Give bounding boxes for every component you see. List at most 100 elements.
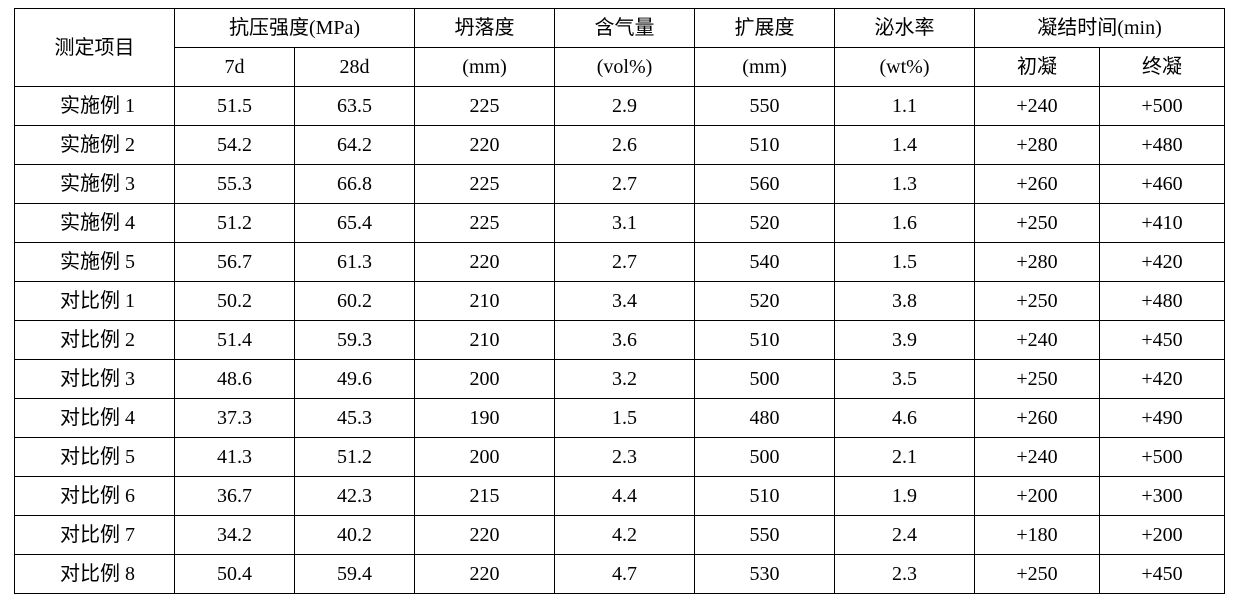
header-row-1: 测定项目 抗压强度(MPa) 坍落度 含气量 扩展度 泌水率 凝结时间(min)	[15, 9, 1225, 48]
table-row: 实施例 254.264.22202.65101.4+280+480	[15, 126, 1225, 165]
cell-spread: 500	[695, 360, 835, 399]
cell-init: +250	[975, 555, 1100, 594]
cell-final: +300	[1100, 477, 1225, 516]
cell-air: 4.2	[555, 516, 695, 555]
col-header-strength: 抗压强度(MPa)	[175, 9, 415, 48]
table-row: 对比例 734.240.22204.25502.4+180+200	[15, 516, 1225, 555]
cell-init: +260	[975, 165, 1100, 204]
cell-slump: 220	[415, 516, 555, 555]
cell-bleed: 1.3	[835, 165, 975, 204]
table-row: 对比例 251.459.32103.65103.9+240+450	[15, 321, 1225, 360]
col-header-bleed: 泌水率	[835, 9, 975, 48]
cell-7d: 55.3	[175, 165, 295, 204]
col-sub-7d: 7d	[175, 48, 295, 87]
cell-init: +250	[975, 360, 1100, 399]
cell-air: 3.1	[555, 204, 695, 243]
cell-final: +480	[1100, 282, 1225, 321]
cell-slump: 200	[415, 438, 555, 477]
cell-7d: 51.4	[175, 321, 295, 360]
cell-7d: 36.7	[175, 477, 295, 516]
cell-final: +450	[1100, 555, 1225, 594]
cell-28d: 40.2	[295, 516, 415, 555]
cell-final: +460	[1100, 165, 1225, 204]
cell-air: 2.7	[555, 165, 695, 204]
table-row: 实施例 151.563.52252.95501.1+240+500	[15, 87, 1225, 126]
cell-spread: 530	[695, 555, 835, 594]
cell-init: +250	[975, 204, 1100, 243]
cell-spread: 550	[695, 87, 835, 126]
cell-slump: 200	[415, 360, 555, 399]
col-sub-spread-mm: (mm)	[695, 48, 835, 87]
cell-final: +200	[1100, 516, 1225, 555]
cell-7d: 54.2	[175, 126, 295, 165]
table-row: 对比例 541.351.22002.35002.1+240+500	[15, 438, 1225, 477]
cell-bleed: 1.9	[835, 477, 975, 516]
cell-7d: 34.2	[175, 516, 295, 555]
col-sub-final-set: 终凝	[1100, 48, 1225, 87]
cell-bleed: 3.9	[835, 321, 975, 360]
cell-bleed: 3.8	[835, 282, 975, 321]
cell-init: +240	[975, 321, 1100, 360]
cell-spread: 520	[695, 204, 835, 243]
cell-28d: 61.3	[295, 243, 415, 282]
col-sub-init-set: 初凝	[975, 48, 1100, 87]
cell-28d: 49.6	[295, 360, 415, 399]
cell-slump: 215	[415, 477, 555, 516]
cell-init: +280	[975, 126, 1100, 165]
cell-spread: 480	[695, 399, 835, 438]
cell-air: 2.7	[555, 243, 695, 282]
cell-7d: 56.7	[175, 243, 295, 282]
row-label: 对比例 8	[15, 555, 175, 594]
cell-slump: 225	[415, 165, 555, 204]
col-sub-28d: 28d	[295, 48, 415, 87]
table-row: 对比例 150.260.22103.45203.8+250+480	[15, 282, 1225, 321]
row-label: 实施例 2	[15, 126, 175, 165]
cell-air: 2.9	[555, 87, 695, 126]
cell-7d: 41.3	[175, 438, 295, 477]
cell-spread: 520	[695, 282, 835, 321]
cell-init: +240	[975, 438, 1100, 477]
cell-init: +250	[975, 282, 1100, 321]
cell-slump: 210	[415, 282, 555, 321]
table-header: 测定项目 抗压强度(MPa) 坍落度 含气量 扩展度 泌水率 凝结时间(min)…	[15, 9, 1225, 87]
row-label: 对比例 5	[15, 438, 175, 477]
table-row: 对比例 437.345.31901.54804.6+260+490	[15, 399, 1225, 438]
cell-air: 4.7	[555, 555, 695, 594]
cell-spread: 560	[695, 165, 835, 204]
cell-7d: 51.5	[175, 87, 295, 126]
cell-7d: 50.4	[175, 555, 295, 594]
table-container: 测定项目 抗压强度(MPa) 坍落度 含气量 扩展度 泌水率 凝结时间(min)…	[0, 0, 1239, 602]
header-row-2: 7d 28d (mm) (vol%) (mm) (wt%) 初凝 终凝	[15, 48, 1225, 87]
cell-slump: 220	[415, 555, 555, 594]
row-label: 对比例 2	[15, 321, 175, 360]
cell-bleed: 1.4	[835, 126, 975, 165]
cell-bleed: 2.1	[835, 438, 975, 477]
cell-final: +450	[1100, 321, 1225, 360]
row-label: 对比例 3	[15, 360, 175, 399]
cell-28d: 59.4	[295, 555, 415, 594]
cell-28d: 64.2	[295, 126, 415, 165]
row-label: 对比例 1	[15, 282, 175, 321]
cell-28d: 42.3	[295, 477, 415, 516]
cell-bleed: 2.4	[835, 516, 975, 555]
cell-bleed: 1.6	[835, 204, 975, 243]
cell-spread: 540	[695, 243, 835, 282]
cell-bleed: 3.5	[835, 360, 975, 399]
cell-28d: 65.4	[295, 204, 415, 243]
cell-bleed: 1.1	[835, 87, 975, 126]
cell-spread: 510	[695, 477, 835, 516]
table-row: 实施例 451.265.42253.15201.6+250+410	[15, 204, 1225, 243]
cell-final: +490	[1100, 399, 1225, 438]
cell-air: 4.4	[555, 477, 695, 516]
cell-final: +410	[1100, 204, 1225, 243]
cell-28d: 63.5	[295, 87, 415, 126]
cell-final: +420	[1100, 360, 1225, 399]
cell-7d: 37.3	[175, 399, 295, 438]
cell-slump: 210	[415, 321, 555, 360]
cell-air: 3.6	[555, 321, 695, 360]
row-label: 实施例 1	[15, 87, 175, 126]
row-label: 对比例 6	[15, 477, 175, 516]
cell-slump: 220	[415, 126, 555, 165]
cell-spread: 510	[695, 126, 835, 165]
cell-air: 1.5	[555, 399, 695, 438]
